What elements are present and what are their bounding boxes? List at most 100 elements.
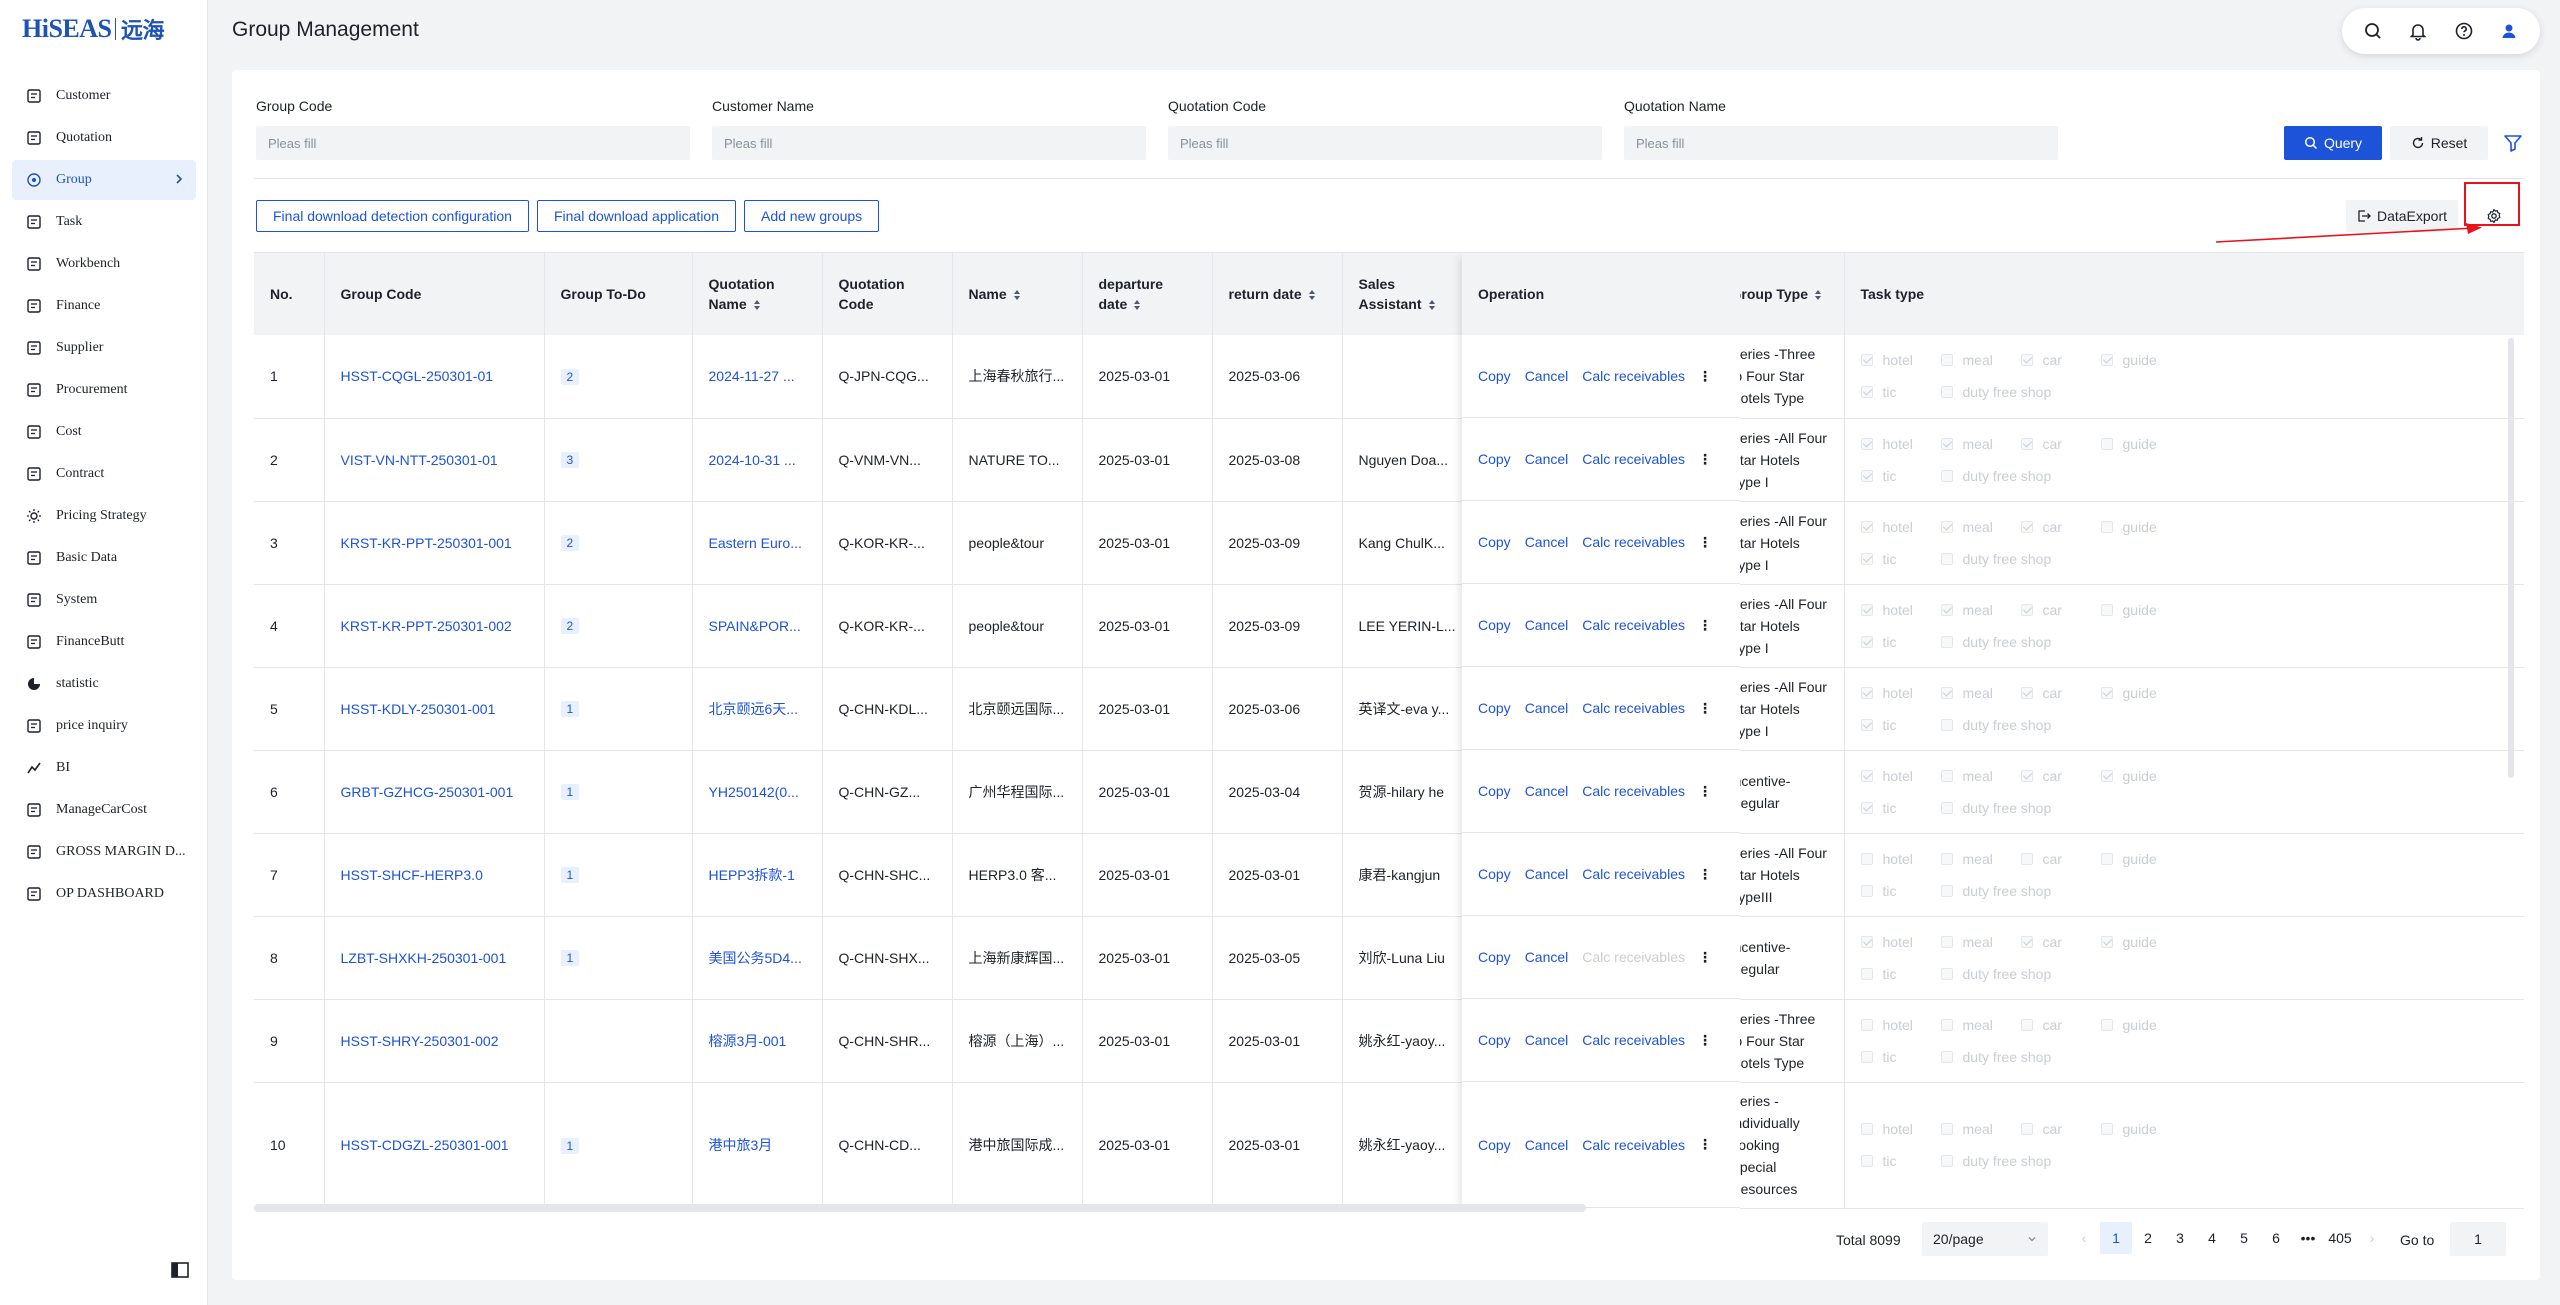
sidebar-item-system[interactable]: System bbox=[12, 580, 196, 620]
query-button[interactable]: Query bbox=[2284, 126, 2382, 160]
more-actions-icon[interactable]: ⋮ bbox=[1698, 450, 1712, 467]
group-code-input[interactable] bbox=[256, 126, 690, 160]
customer-name-input[interactable] bbox=[712, 126, 1146, 160]
page-size-select[interactable]: 20/page bbox=[1922, 1222, 2048, 1256]
filter-icon[interactable] bbox=[2502, 132, 2524, 154]
sidebar-item-financebutt[interactable]: FinanceButt bbox=[12, 622, 196, 662]
page-2[interactable]: 2 bbox=[2144, 1230, 2152, 1246]
sidebar-item-workbench[interactable]: Workbench bbox=[12, 244, 196, 284]
calc-receivables-link[interactable]: Calc receivables bbox=[1582, 534, 1685, 550]
sidebar-item-basic-data[interactable]: Basic Data bbox=[12, 538, 196, 578]
more-actions-icon[interactable]: ⋮ bbox=[1698, 865, 1712, 882]
sort-icon[interactable] bbox=[1133, 299, 1141, 311]
cancel-link[interactable]: Cancel bbox=[1524, 866, 1569, 882]
calc-receivables-link[interactable]: Calc receivables bbox=[1582, 866, 1685, 882]
group-code-link[interactable]: KRST-KR-PPT-250301-001 bbox=[324, 501, 545, 585]
cancel-link[interactable]: Cancel bbox=[1524, 534, 1569, 550]
reset-button[interactable]: Reset bbox=[2390, 126, 2488, 160]
group-code-link[interactable]: GRBT-GZHCG-250301-001 bbox=[324, 750, 545, 834]
group-code-link[interactable]: HSST-CDGZL-250301-001 bbox=[324, 1082, 545, 1209]
more-actions-icon[interactable]: ⋮ bbox=[1698, 367, 1712, 384]
column-header-sales-assistant[interactable]: Sales Assistant bbox=[1342, 253, 1473, 335]
column-header-departure-date[interactable]: departure date bbox=[1082, 253, 1213, 335]
sidebar-item-procurement[interactable]: Procurement bbox=[12, 370, 196, 410]
calc-receivables-link[interactable]: Calc receivables bbox=[1582, 1136, 1685, 1153]
group-code-link[interactable]: HSST-KDLY-250301-001 bbox=[324, 667, 545, 751]
copy-link[interactable]: Copy bbox=[1478, 617, 1511, 633]
cancel-link[interactable]: Cancel bbox=[1524, 617, 1569, 633]
add-new-groups-button[interactable]: Add new groups bbox=[744, 200, 880, 232]
sidebar-item-pricing-strategy[interactable]: Pricing Strategy bbox=[12, 496, 196, 536]
quotation-code-input[interactable] bbox=[1168, 126, 1602, 160]
column-settings-icon[interactable] bbox=[2482, 204, 2506, 228]
quotation-name-link[interactable]: 北京颐远6天... bbox=[692, 667, 823, 751]
column-header-quotation-name[interactable]: Quotation Name bbox=[692, 253, 823, 335]
next-page-icon[interactable]: › bbox=[2369, 1230, 2375, 1246]
sidebar-item-statistic[interactable]: statistic bbox=[12, 664, 196, 704]
calc-receivables-link[interactable]: Calc receivables bbox=[1582, 617, 1685, 633]
quotation-name-link[interactable]: 2024-11-27 ... bbox=[692, 335, 823, 419]
copy-link[interactable]: Copy bbox=[1478, 700, 1511, 716]
more-actions-icon[interactable]: ⋮ bbox=[1698, 699, 1712, 716]
quotation-name-link[interactable]: SPAIN&POR... bbox=[692, 584, 823, 668]
copy-link[interactable]: Copy bbox=[1478, 1032, 1511, 1048]
sidebar-item-supplier[interactable]: Supplier bbox=[12, 328, 196, 368]
calc-receivables-link[interactable]: Calc receivables bbox=[1582, 368, 1685, 384]
cancel-link[interactable]: Cancel bbox=[1524, 368, 1569, 384]
sidebar-item-managecarcost[interactable]: ManageCarCost bbox=[12, 790, 196, 830]
page-405[interactable]: 405 bbox=[2328, 1230, 2352, 1246]
copy-link[interactable]: Copy bbox=[1478, 534, 1511, 550]
more-actions-icon[interactable]: ⋮ bbox=[1698, 533, 1712, 550]
copy-link[interactable]: Copy bbox=[1478, 1136, 1511, 1153]
group-code-link[interactable]: KRST-KR-PPT-250301-002 bbox=[324, 584, 545, 668]
sidebar-item-op-dashboard[interactable]: OP DASHBOARD bbox=[12, 874, 196, 914]
help-icon[interactable] bbox=[2450, 17, 2478, 45]
sidebar-item-group[interactable]: Group bbox=[12, 160, 196, 200]
calc-receivables-link[interactable]: Calc receivables bbox=[1582, 700, 1685, 716]
search-icon[interactable] bbox=[2359, 17, 2387, 45]
calc-receivables-link[interactable]: Calc receivables bbox=[1582, 451, 1685, 467]
calc-receivables-link[interactable]: Calc receivables bbox=[1582, 1032, 1685, 1048]
sidebar-item-finance[interactable]: Finance bbox=[12, 286, 196, 326]
quotation-name-link[interactable]: 榕源3月-001 bbox=[692, 999, 823, 1083]
cancel-link[interactable]: Cancel bbox=[1524, 1032, 1569, 1048]
final-download-application-button[interactable]: Final download application bbox=[537, 200, 736, 232]
sidebar-item-price-inquiry[interactable]: price inquiry bbox=[12, 706, 196, 746]
calc-receivables-link[interactable]: Calc receivables bbox=[1582, 783, 1685, 799]
prev-page-icon[interactable]: ‹ bbox=[2081, 1230, 2087, 1246]
quotation-name-link[interactable]: Eastern Euro... bbox=[692, 501, 823, 585]
user-icon[interactable] bbox=[2495, 17, 2523, 45]
final-download-config-button[interactable]: Final download detection configuration bbox=[256, 200, 529, 232]
vertical-scrollbar[interactable] bbox=[2508, 338, 2514, 778]
more-actions-icon[interactable]: ⋮ bbox=[1698, 1031, 1712, 1048]
collapse-sidebar-icon[interactable] bbox=[170, 1260, 190, 1280]
more-actions-icon[interactable]: ⋮ bbox=[1698, 616, 1712, 633]
goto-input[interactable]: 1 bbox=[2450, 1222, 2506, 1256]
column-header-name[interactable]: Name bbox=[952, 253, 1083, 335]
group-code-link[interactable]: HSST-CQGL-250301-01 bbox=[324, 335, 545, 419]
sidebar-item-gross-margin-d[interactable]: GROSS MARGIN D... bbox=[12, 832, 196, 872]
sort-icon[interactable] bbox=[753, 299, 761, 311]
cancel-link[interactable]: Cancel bbox=[1524, 700, 1569, 716]
page-6[interactable]: 6 bbox=[2272, 1230, 2280, 1246]
quotation-name-input[interactable] bbox=[1624, 126, 2058, 160]
page-4[interactable]: 4 bbox=[2208, 1230, 2216, 1246]
copy-link[interactable]: Copy bbox=[1478, 368, 1511, 384]
sort-icon[interactable] bbox=[1308, 289, 1316, 301]
more-actions-icon[interactable]: ⋮ bbox=[1698, 948, 1712, 965]
more-actions-icon[interactable]: ⋮ bbox=[1698, 1136, 1712, 1152]
data-export-button[interactable]: DataExport bbox=[2346, 200, 2458, 232]
sidebar-item-cost[interactable]: Cost bbox=[12, 412, 196, 452]
page-ellipsis[interactable]: ••• bbox=[2300, 1230, 2316, 1246]
sidebar-item-quotation[interactable]: Quotation bbox=[12, 118, 196, 158]
sidebar-item-customer[interactable]: Customer bbox=[12, 76, 196, 116]
quotation-name-link[interactable]: 港中旅3月 bbox=[692, 1082, 823, 1209]
sidebar-item-bi[interactable]: BI bbox=[12, 748, 196, 788]
sort-icon[interactable] bbox=[1814, 289, 1822, 301]
page-5[interactable]: 5 bbox=[2240, 1230, 2248, 1246]
page-1[interactable]: 1 bbox=[2100, 1222, 2132, 1254]
group-code-link[interactable]: HSST-SHCF-HERP3.0 bbox=[324, 833, 545, 917]
horizontal-scrollbar[interactable] bbox=[254, 1204, 1586, 1212]
cancel-link[interactable]: Cancel bbox=[1524, 1136, 1569, 1153]
group-code-link[interactable]: LZBT-SHXKH-250301-001 bbox=[324, 916, 545, 1000]
